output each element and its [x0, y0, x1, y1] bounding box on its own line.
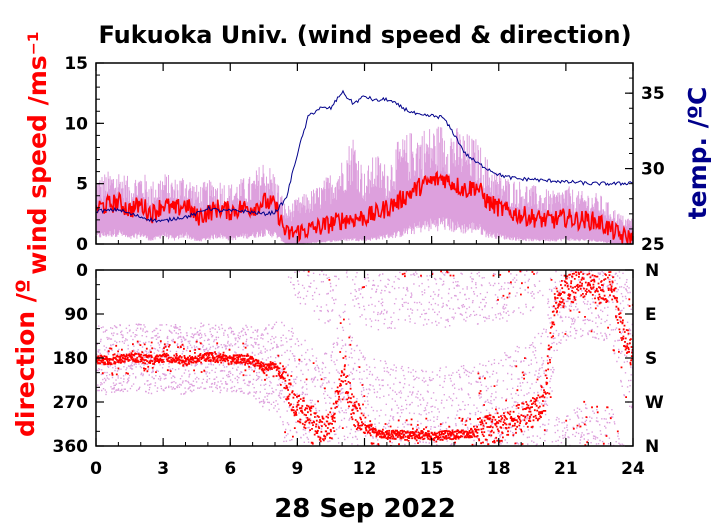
x-tick-label: 21 — [554, 459, 578, 479]
compass-tick-label: N — [645, 437, 659, 457]
x-tick-label: 24 — [621, 459, 645, 479]
wind-y-tick-label: 0 — [76, 235, 88, 255]
wind-gust-range — [96, 126, 633, 244]
x-tick-label: 12 — [353, 459, 377, 479]
x-tick-label: 6 — [224, 459, 236, 479]
direction-plot-area — [96, 270, 633, 446]
wind-speed-axis-label: wind speed /ms⁻¹ — [23, 31, 52, 275]
direction-y-tick-label: 90 — [64, 305, 88, 325]
direction-instant-points — [96, 270, 633, 446]
chart-title: Fukuoka Univ. (wind speed & direction) — [98, 21, 631, 49]
compass-tick-label: W — [645, 393, 664, 413]
wind-axis-ticks: 0 5 10 15 25 30 35 — [64, 54, 665, 255]
x-tick-label: 15 — [420, 459, 444, 479]
wind-y-tick-label: 5 — [76, 175, 88, 195]
direction-y-tick-label: 360 — [53, 437, 89, 457]
temp-y-tick-label: 30 — [641, 160, 665, 180]
direction-y-tick-label: 270 — [53, 393, 89, 413]
direction-axis-ticks: 0 3 6 9 12 15 18 21 24 0 N 90 E 180 S 270 W 360 N — [53, 261, 665, 479]
direction-axis-label: direction /º — [11, 279, 40, 437]
compass-tick-label: N — [645, 261, 659, 281]
x-tick-label: 0 — [90, 459, 102, 479]
wind-y-tick-label: 10 — [64, 114, 88, 134]
wind-plot-area — [96, 89, 633, 244]
x-tick-label: 9 — [291, 459, 303, 479]
wind-mean-line — [96, 170, 633, 244]
temperature-line — [96, 89, 633, 224]
wind-panel: 0 5 10 15 25 30 35 wind speed /ms⁻¹ temp. /ºC — [23, 31, 712, 275]
x-tick-label: 3 — [157, 459, 169, 479]
temp-y-tick-label: 25 — [641, 235, 665, 255]
date-label: 28 Sep 2022 — [274, 494, 456, 524]
direction-mean-points — [96, 270, 633, 446]
temp-y-tick-label: 35 — [641, 84, 665, 104]
direction-panel: 0 3 6 9 12 15 18 21 24 0 N 90 E 180 S 270 W 360 N directio… — [11, 261, 664, 479]
compass-tick-label: E — [645, 305, 657, 325]
direction-y-tick-label: 0 — [76, 261, 88, 281]
direction-y-tick-label: 180 — [53, 349, 89, 369]
temperature-axis-label: temp. /ºC — [683, 87, 712, 220]
wind-y-tick-label: 15 — [64, 54, 88, 74]
x-tick-label: 18 — [487, 459, 511, 479]
compass-tick-label: S — [645, 349, 657, 369]
